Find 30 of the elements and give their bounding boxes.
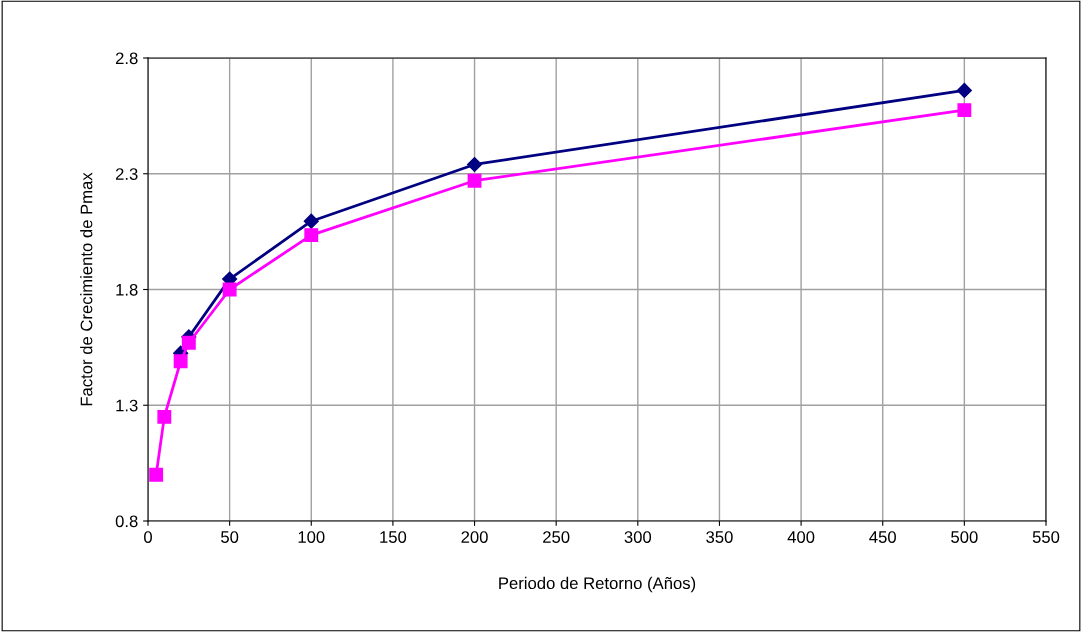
x-tick-label: 450 bbox=[869, 531, 896, 543]
x-tick-label: 400 bbox=[787, 531, 815, 543]
x-axis-title: Periodo de Retorno (Años) bbox=[499, 576, 696, 593]
point bbox=[149, 467, 164, 482]
point bbox=[467, 173, 482, 188]
y-tick-label: 2.3 bbox=[115, 168, 138, 180]
y-tick-label: 1.3 bbox=[116, 399, 138, 412]
x-tick-label: 200 bbox=[461, 531, 488, 543]
x-tick-label: 100 bbox=[298, 531, 325, 543]
point bbox=[222, 282, 237, 297]
point bbox=[181, 335, 196, 350]
point bbox=[466, 156, 483, 173]
y-tick-label: 2.8 bbox=[115, 52, 138, 65]
x-tick-label: 150 bbox=[380, 531, 407, 543]
x-tick-label: 500 bbox=[951, 531, 978, 543]
x-tick-label: 250 bbox=[543, 531, 570, 543]
point bbox=[303, 213, 319, 229]
y-tick-label: 1.8 bbox=[116, 283, 138, 296]
point bbox=[956, 82, 972, 98]
point bbox=[304, 228, 319, 243]
x-tick-label: 300 bbox=[624, 531, 652, 543]
x-tick-label: 50 bbox=[221, 531, 239, 543]
y-tick-label: 0.8 bbox=[115, 515, 138, 528]
point bbox=[957, 103, 972, 118]
x-tick-label: 0 bbox=[144, 531, 152, 543]
x-tick-label: 550 bbox=[1032, 531, 1060, 543]
x-tick-label: 350 bbox=[706, 531, 733, 543]
point bbox=[157, 409, 172, 424]
y-axis-title: Factor de Crecimiento de Pmax bbox=[80, 172, 93, 406]
point bbox=[173, 354, 188, 369]
